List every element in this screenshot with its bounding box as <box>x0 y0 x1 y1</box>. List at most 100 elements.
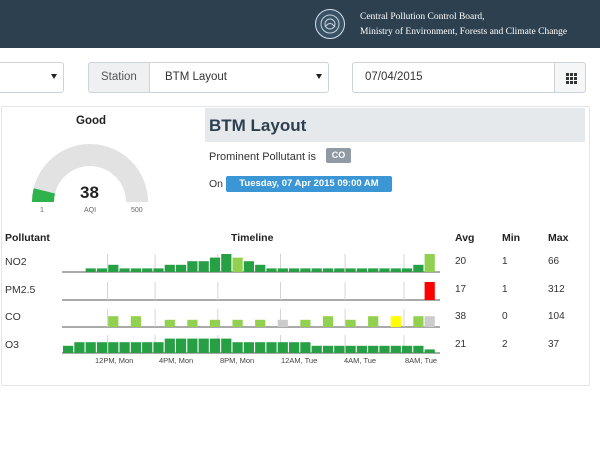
timeline-bar-o3 <box>130 342 141 353</box>
timeline-bar-co <box>209 319 221 327</box>
timeline-bar-no2 <box>209 257 221 272</box>
org-line-2: Ministry of Environment, Forests and Cli… <box>360 27 568 37</box>
timeline-bar-co <box>187 319 198 327</box>
row-max-o3: 37 <box>548 339 560 350</box>
timeline-bar-no2 <box>198 261 209 272</box>
cpcb-emblem-icon <box>315 9 345 39</box>
timeline-bar-o3 <box>108 342 119 353</box>
row-avg-no2: 20 <box>455 256 467 267</box>
timeline-bar-no2 <box>289 268 300 272</box>
timeline-bar-o3 <box>390 345 401 353</box>
organization-name: Central Pollution Control Board, Ministr… <box>360 10 567 40</box>
timeline-bar-o3 <box>63 345 74 353</box>
timeline-bar-o3 <box>176 338 187 353</box>
timeline-bar-o3 <box>221 338 232 353</box>
timeline-bar-o3 <box>243 342 254 353</box>
timeline-bar-o3 <box>322 345 334 353</box>
timeline-bar-no2 <box>266 268 277 272</box>
prominent-pollutant-badge: CO <box>326 148 351 163</box>
timeline-bar-o3 <box>277 342 288 353</box>
timeline-bar-no2 <box>300 268 311 272</box>
gauge-max: 500 <box>131 207 143 214</box>
timeline-bar-no2 <box>243 261 254 272</box>
timeline-bar-o3 <box>255 342 266 353</box>
timeline-bar-o3 <box>142 342 153 353</box>
timeline-bar-no2 <box>232 257 243 272</box>
timeline-bar-co <box>345 319 356 327</box>
timeline-bar-o3 <box>232 342 243 353</box>
aqi-label: AQI <box>84 207 97 214</box>
row-max-pm25: 312 <box>548 284 565 295</box>
timeline-bar-co <box>108 316 119 327</box>
station-title: BTM Layout <box>209 116 307 135</box>
org-line-1: Central Pollution Control Board, <box>360 12 485 22</box>
row-avg-co: 38 <box>455 311 467 322</box>
station-select[interactable]: BTM Layout <box>149 62 329 93</box>
timeline-bar-o3 <box>379 345 390 353</box>
timeline-bar-o3 <box>119 342 130 353</box>
station-label: Station <box>88 62 150 93</box>
timeline-bar-o3 <box>289 342 300 353</box>
timeline-bar-no2 <box>187 261 198 272</box>
header-pollutant: Pollutant <box>5 232 50 244</box>
timeline-bar-no2 <box>108 264 119 272</box>
gauge-fill <box>32 188 56 202</box>
timeline-bar-o3 <box>85 342 96 353</box>
timeline-bar-co <box>322 316 334 327</box>
timeline-bar-co <box>300 319 311 327</box>
chevron-down-icon <box>316 74 322 79</box>
timeline-bar-no2 <box>322 268 334 272</box>
timeline-bar-no2 <box>368 268 379 272</box>
timeline-bar-o3 <box>198 338 209 353</box>
station-select-value: BTM Layout <box>165 71 227 83</box>
timeline-bar-no2 <box>277 268 288 272</box>
aqi-category: Good <box>76 115 107 127</box>
timeline-bar-no2 <box>153 268 164 272</box>
timeline-bar-no2 <box>345 268 356 272</box>
row-min-o3: 2 <box>502 339 508 350</box>
row-avg-pm25: 17 <box>455 284 467 295</box>
header-max: Max <box>548 232 569 244</box>
row-max-no2: 66 <box>548 256 560 267</box>
timestamp-badge: Tuesday, 07 Apr 2015 09:00 AM <box>226 176 392 192</box>
timeline-bar-o3 <box>187 338 198 353</box>
calendar-button[interactable] <box>554 62 586 93</box>
date-input[interactable]: 07/04/2015 <box>352 62 555 93</box>
row-min-co: 0 <box>502 311 508 322</box>
timeline-chart <box>62 254 440 354</box>
aqi-value: 38 <box>80 183 99 202</box>
timeline-bar-co <box>164 319 175 327</box>
row-name-o3: O3 <box>5 339 20 351</box>
timeline-bar-no2 <box>402 268 413 272</box>
timeline-bar-no2 <box>334 268 345 272</box>
station-title-bar <box>205 108 585 142</box>
city-select[interactable] <box>0 62 64 93</box>
timeline-bar-no2 <box>96 268 108 272</box>
timeline-bar-o3 <box>345 345 356 353</box>
x-label-8pm-mon: 8PM, Mon <box>220 356 255 365</box>
timeline-bar-no2 <box>130 268 141 272</box>
row-min-pm25: 1 <box>502 284 508 295</box>
header-timeline: Timeline <box>231 232 274 244</box>
timeline-bar-no2 <box>424 254 435 272</box>
timeline-bar-o3 <box>300 342 311 353</box>
x-label-4am-tue: 4AM, Tue <box>344 356 377 365</box>
timeline-bar-no2 <box>379 268 390 272</box>
aqi-gauge <box>32 144 148 202</box>
timeline-bar-pm25 <box>424 282 435 300</box>
timeline-bar-no2 <box>221 254 232 272</box>
timeline-bar-o3 <box>311 345 322 353</box>
timeline-bar-o3 <box>96 342 108 353</box>
timeline-bar-no2 <box>142 268 153 272</box>
timeline-bar-co <box>130 316 141 327</box>
timeline-bar-o3 <box>334 345 345 353</box>
row-name-co: CO <box>5 311 21 323</box>
timeline-bar-co <box>277 319 288 327</box>
top-header: Central Pollution Control Board, Ministr… <box>0 0 600 48</box>
x-label-12pm-mon: 12PM, Mon <box>95 356 134 365</box>
timeline-bar-no2 <box>390 268 401 272</box>
timeline-bar-o3 <box>74 342 85 353</box>
timeline-bar-o3 <box>153 342 164 353</box>
timeline-bar-co <box>390 316 401 327</box>
timeline-bar-o3 <box>424 349 435 353</box>
